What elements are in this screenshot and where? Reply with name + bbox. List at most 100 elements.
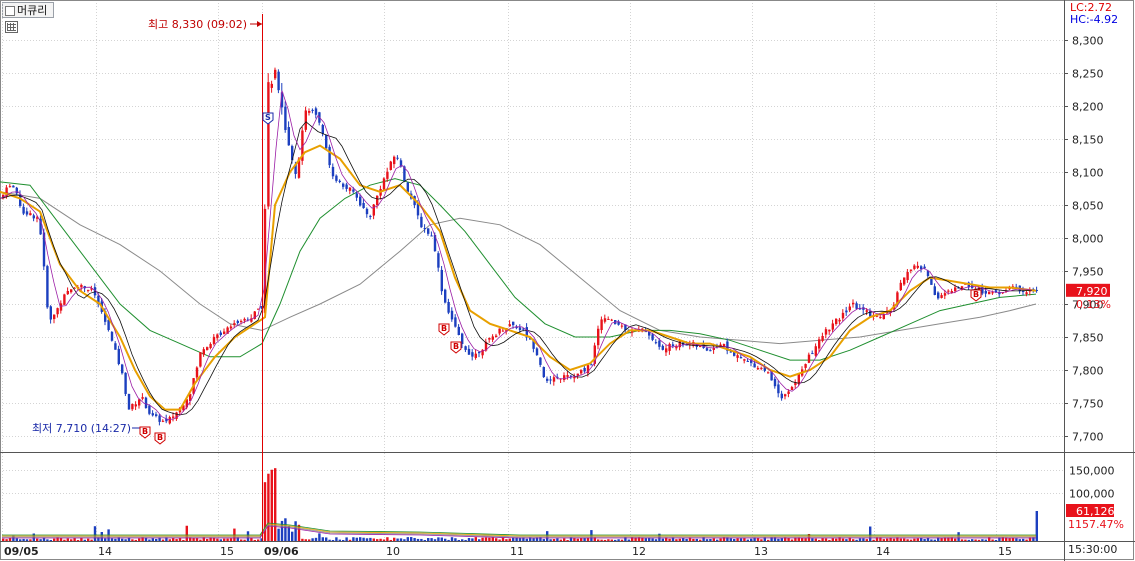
candle-body bbox=[80, 284, 83, 288]
candle-body bbox=[583, 367, 586, 372]
ma120-layer bbox=[0, 191, 1037, 345]
candle-body bbox=[359, 196, 362, 206]
candle-body bbox=[151, 413, 154, 416]
candle-body bbox=[144, 397, 148, 409]
volume-bar bbox=[437, 537, 440, 541]
volume-bar bbox=[219, 539, 222, 541]
candle-body bbox=[556, 376, 559, 378]
volume-bar bbox=[457, 539, 460, 541]
volume-bar bbox=[172, 538, 175, 541]
volume-bar bbox=[66, 538, 69, 541]
volume-bar bbox=[403, 539, 406, 541]
candle-body bbox=[331, 166, 335, 177]
volume-bar bbox=[229, 538, 233, 541]
volume-bar bbox=[719, 538, 722, 541]
volume-bar bbox=[736, 538, 739, 541]
signal-marker bbox=[450, 341, 462, 354]
volume-change-label: 1157.47% bbox=[1068, 518, 1124, 531]
volume-bar bbox=[372, 538, 375, 541]
volume-bar bbox=[114, 538, 117, 541]
volume-bar bbox=[70, 539, 73, 541]
candle-body bbox=[954, 287, 957, 292]
symbol-label: 머큐리 bbox=[17, 4, 48, 17]
candle-body bbox=[838, 319, 841, 322]
volume-bar bbox=[743, 538, 746, 541]
volume-bar bbox=[552, 539, 556, 541]
volume-bar bbox=[1022, 538, 1025, 541]
candle-body bbox=[161, 420, 165, 422]
volume-bar bbox=[461, 539, 464, 541]
lc-readout: LC:2.72 bbox=[1070, 1, 1113, 14]
candle-body bbox=[767, 372, 770, 374]
candle-body bbox=[515, 326, 518, 329]
candle-body bbox=[746, 360, 749, 362]
candle-body bbox=[155, 414, 158, 416]
volume-bar bbox=[117, 537, 120, 541]
candle-body bbox=[797, 373, 800, 384]
candle-body bbox=[243, 318, 246, 321]
volume-bar bbox=[399, 538, 403, 541]
volume-bar bbox=[787, 538, 790, 541]
candle-body bbox=[437, 253, 440, 268]
candle-body bbox=[529, 338, 532, 340]
time-tick-label: 09/06 bbox=[264, 545, 299, 558]
candle-body bbox=[750, 359, 753, 363]
candle-body bbox=[168, 417, 171, 424]
candle-body bbox=[688, 344, 692, 346]
time-tick-label: 09/05 bbox=[4, 545, 39, 558]
ma-short-layer bbox=[0, 90, 1033, 421]
volume-bar bbox=[586, 537, 590, 541]
signal-marker bbox=[438, 323, 450, 336]
ma20-layer bbox=[0, 144, 1037, 411]
candle-body bbox=[709, 350, 712, 352]
candle-body bbox=[1022, 290, 1025, 292]
candle-body bbox=[675, 345, 678, 349]
signal-label: B bbox=[142, 427, 148, 436]
time-tick-label: 10 bbox=[386, 545, 400, 558]
candle-body bbox=[25, 211, 29, 215]
volume-bar bbox=[396, 538, 399, 541]
price-tick-label: 8,050 bbox=[1072, 200, 1104, 213]
volume-bar bbox=[338, 539, 341, 541]
candle-body bbox=[362, 203, 365, 209]
volume-bar bbox=[444, 538, 447, 541]
volume-ma-line bbox=[2, 522, 1036, 536]
candle-body bbox=[566, 375, 569, 377]
candle-body bbox=[471, 352, 474, 357]
candle-body bbox=[104, 311, 107, 322]
volume-bar bbox=[121, 538, 124, 541]
volume-bar bbox=[257, 539, 260, 541]
signal-marker bbox=[970, 289, 982, 302]
volume-bar bbox=[518, 537, 522, 541]
candle-body bbox=[325, 135, 328, 149]
volume-bar bbox=[22, 538, 25, 541]
volume-bar bbox=[508, 538, 511, 541]
volume-bar bbox=[841, 538, 845, 541]
candle-body bbox=[464, 346, 467, 350]
volume-bar bbox=[104, 538, 107, 541]
grid-icon[interactable] bbox=[5, 21, 18, 33]
candle-body bbox=[406, 182, 409, 192]
volume-bar bbox=[760, 539, 763, 541]
candle-body bbox=[671, 344, 675, 347]
volume-bar bbox=[753, 537, 756, 541]
symbol-selector[interactable]: 머큐리 bbox=[2, 2, 54, 18]
volume-bar bbox=[498, 539, 501, 541]
candle-body bbox=[206, 347, 209, 350]
volume-bar bbox=[967, 539, 970, 541]
candle-body bbox=[661, 345, 664, 350]
volume-bar bbox=[722, 537, 726, 541]
volume-bar bbox=[845, 539, 848, 541]
volume-bar bbox=[869, 526, 872, 541]
volume-bar bbox=[801, 538, 804, 541]
volume-bar bbox=[1025, 539, 1028, 541]
candle-body bbox=[301, 130, 304, 161]
volume-bar bbox=[1035, 511, 1038, 541]
volume-bar bbox=[379, 538, 382, 541]
candle-body bbox=[668, 343, 671, 351]
volume-bar bbox=[981, 539, 984, 541]
candle-body bbox=[930, 278, 933, 285]
volume-bar bbox=[131, 539, 134, 541]
